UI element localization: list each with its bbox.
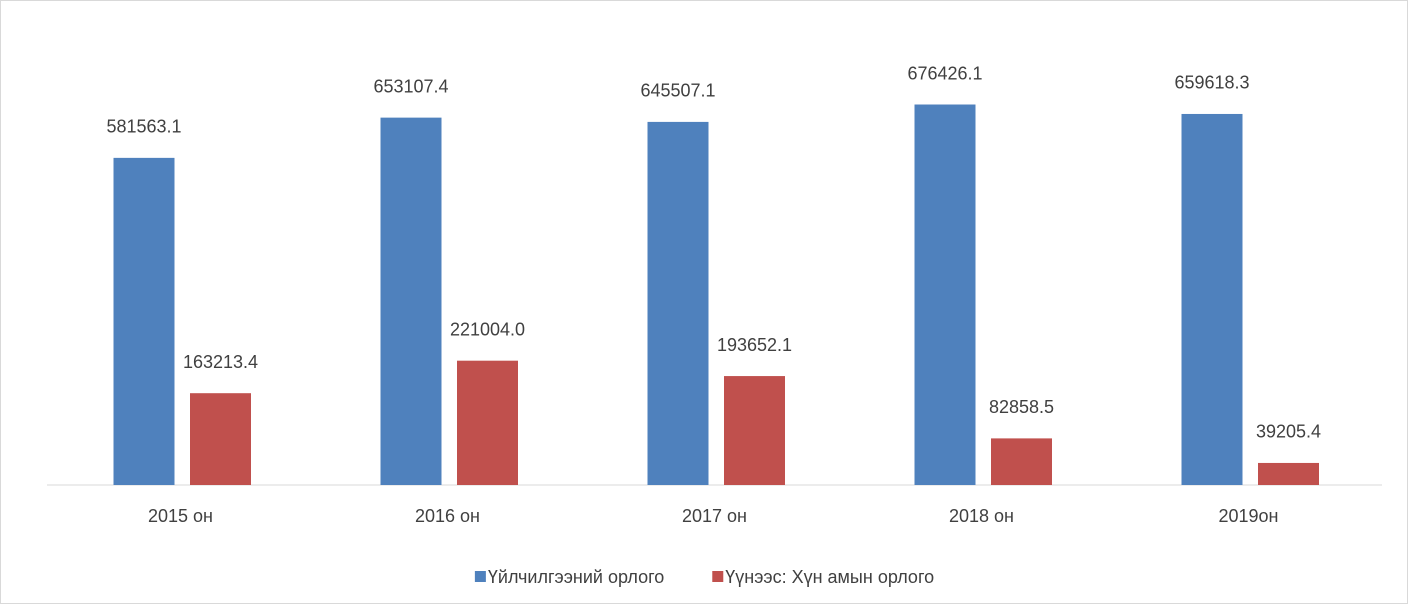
data-label: 163213.4 (183, 352, 258, 372)
data-label: 193652.1 (717, 335, 792, 355)
bar (647, 121, 709, 486)
x-tick-label: 2019он (1219, 506, 1279, 526)
data-label: 82858.5 (989, 397, 1054, 417)
bar (457, 360, 518, 485)
data-label: 653107.4 (373, 76, 448, 96)
bar (380, 117, 442, 486)
bar (1258, 462, 1319, 485)
bar (914, 104, 976, 485)
bar (190, 393, 251, 485)
data-label: 581563.1 (106, 117, 181, 137)
data-label: 645507.1 (640, 81, 715, 101)
x-tick-label: 2016 он (415, 506, 480, 526)
x-tick-label: 2018 он (949, 506, 1014, 526)
legend-swatch (712, 571, 724, 582)
data-label: 676426.1 (907, 63, 982, 83)
legend-swatch (474, 571, 486, 582)
bar (991, 438, 1052, 485)
legend-label: Үүнээс: Хүн амын орлого (725, 567, 934, 587)
legend-label: Үйлчилгээний орлого (488, 567, 664, 587)
bar (724, 376, 785, 485)
data-label: 221004.0 (450, 319, 525, 339)
x-tick-label: 2017 он (682, 506, 747, 526)
data-label: 39205.4 (1256, 422, 1321, 442)
data-label: 659618.3 (1174, 73, 1249, 93)
x-tick-label: 2015 он (148, 506, 213, 526)
bar (1181, 113, 1243, 485)
bar (113, 157, 175, 485)
